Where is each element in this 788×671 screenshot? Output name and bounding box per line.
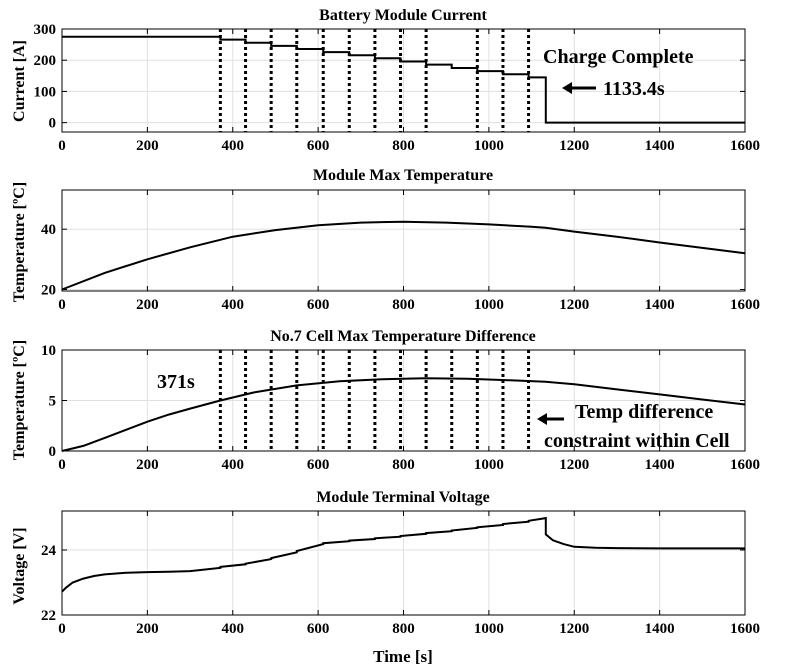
x-tick-label: 600 bbox=[307, 457, 330, 473]
x-tick-label: 800 bbox=[392, 138, 415, 154]
x-tick-label: 800 bbox=[392, 297, 415, 313]
y-tick-label: 100 bbox=[34, 84, 57, 100]
current-plot-area: 0 200 400 600 800 1000 1200 1400 1600 0 100 200 300 bbox=[34, 22, 761, 154]
x-tick-label: 600 bbox=[307, 297, 330, 313]
x-tick-label: 200 bbox=[136, 621, 159, 637]
x-tick-label: 800 bbox=[392, 621, 415, 637]
max-temperature-title: Module Max Temperature bbox=[313, 167, 493, 184]
x-tick-label: 0 bbox=[58, 457, 66, 473]
current-panel: Battery Module Current Current [A] 0 200 4… bbox=[11, 7, 760, 154]
charge-complete-label: Charge Complete bbox=[543, 46, 694, 68]
arrow-left-icon bbox=[562, 82, 596, 94]
series-line bbox=[61, 220, 746, 291]
y-tick-label: 300 bbox=[34, 22, 57, 38]
x-tick-label: 600 bbox=[307, 621, 330, 637]
max-temperature-plot-area: 0 200 400 600 800 1000 1200 1400 1600 20 40 bbox=[41, 189, 760, 313]
x-tick-label: 1600 bbox=[730, 621, 760, 637]
x-tick-label: 200 bbox=[136, 297, 159, 313]
terminal-voltage-ylabel: Voltage [V] bbox=[11, 527, 28, 604]
terminal-voltage-plot-area: 0 200 400 600 800 1000 1200 1400 1600 22 24 bbox=[41, 510, 760, 637]
charge-complete-time: 1133.4s bbox=[603, 78, 665, 100]
x-tick-label: 600 bbox=[307, 138, 330, 154]
x-tick-label: 1200 bbox=[559, 621, 589, 637]
y-tick-label: 5 bbox=[49, 394, 57, 410]
x-tick-label: 200 bbox=[136, 457, 159, 473]
y-tick-label: 24 bbox=[41, 543, 57, 559]
series-line bbox=[61, 516, 745, 593]
x-tick-label: 400 bbox=[222, 621, 245, 637]
x-tick-label: 800 bbox=[392, 457, 415, 473]
x-tick-label: 1600 bbox=[730, 297, 760, 313]
constraint-note-line1: Temp difference bbox=[575, 401, 713, 423]
x-tick-label: 1000 bbox=[474, 138, 504, 154]
y-tick-label: 40 bbox=[41, 222, 56, 238]
x-tick-label: 0 bbox=[58, 621, 66, 637]
x-tick-label: 1000 bbox=[474, 621, 504, 637]
x-tick-label: 1200 bbox=[559, 457, 589, 473]
series-line bbox=[61, 377, 746, 452]
temp-difference-ylabel: Temperature [ºC] bbox=[11, 340, 28, 460]
terminal-voltage-title: Module Terminal Voltage bbox=[316, 489, 489, 506]
arrow-left-icon bbox=[537, 413, 564, 425]
x-tick-label: 400 bbox=[222, 297, 245, 313]
y-tick-label: 0 bbox=[49, 116, 57, 132]
x-tick-label: 1400 bbox=[645, 297, 675, 313]
x-tick-label: 0 bbox=[58, 297, 66, 313]
y-tick-label: 200 bbox=[34, 53, 57, 69]
x-tick-label: 1400 bbox=[645, 457, 675, 473]
x-tick-label: 1200 bbox=[559, 138, 589, 154]
temp-difference-title: No.7 Cell Max Temperature Difference bbox=[270, 328, 536, 345]
current-title: Battery Module Current bbox=[319, 7, 487, 24]
constraint-note-line2: constraint within Cell bbox=[544, 430, 730, 452]
x-tick-label: 1000 bbox=[474, 457, 504, 473]
start-time-label: 371s bbox=[157, 371, 195, 393]
time-xlabel: Time [s] bbox=[373, 647, 433, 666]
terminal-voltage-panel: Module Terminal Voltage Voltage [V] 0 200… bbox=[11, 489, 760, 666]
x-tick-label: 1600 bbox=[730, 457, 760, 473]
current-ylabel: Current [A] bbox=[11, 40, 28, 122]
y-tick-label: 0 bbox=[49, 444, 57, 460]
max-temperature-panel: Module Max Temperature Temperature [ºC] … bbox=[11, 167, 760, 313]
x-tick-label: 400 bbox=[222, 138, 245, 154]
x-tick-label: 1400 bbox=[645, 621, 675, 637]
temp-difference-plot-area: 0 200 400 600 800 1000 1200 1400 1600 0 5 10 bbox=[41, 343, 760, 473]
series-line bbox=[62, 35, 745, 124]
x-tick-label: 1600 bbox=[730, 138, 760, 154]
x-tick-label: 1400 bbox=[645, 138, 675, 154]
temp-difference-panel: No.7 Cell Max Temperature Difference Tem… bbox=[11, 328, 760, 473]
x-tick-label: 400 bbox=[222, 457, 245, 473]
x-tick-label: 0 bbox=[58, 138, 66, 154]
y-tick-label: 20 bbox=[41, 282, 56, 298]
x-tick-label: 200 bbox=[136, 138, 159, 154]
max-temperature-ylabel: Temperature [ºC] bbox=[11, 182, 28, 302]
y-tick-label: 22 bbox=[41, 608, 56, 624]
x-tick-label: 1000 bbox=[474, 297, 504, 313]
y-tick-label: 10 bbox=[41, 343, 56, 359]
x-tick-label: 1200 bbox=[559, 297, 589, 313]
